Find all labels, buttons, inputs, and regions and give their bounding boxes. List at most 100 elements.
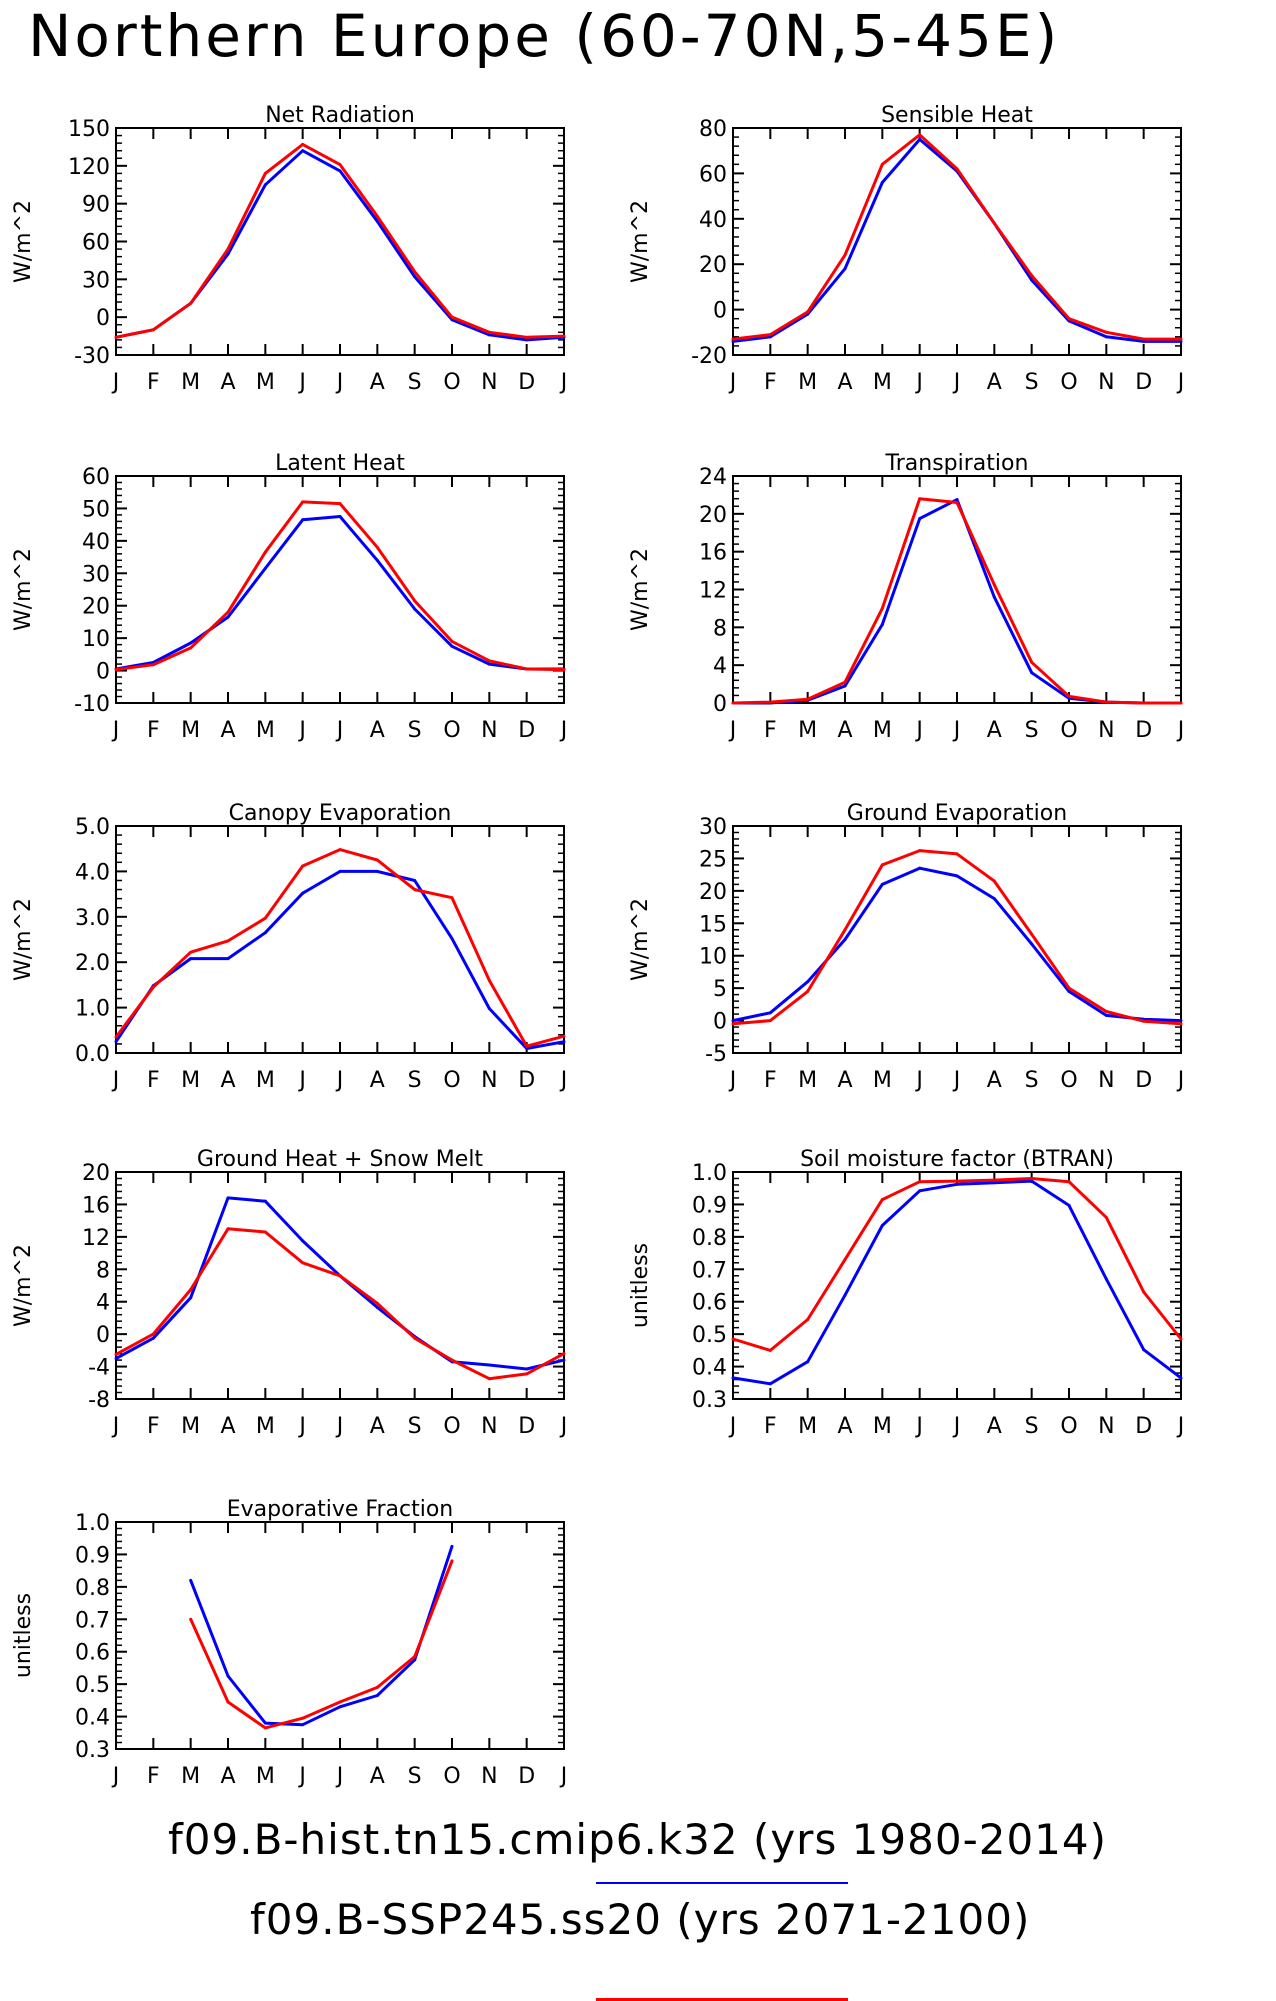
- data-point: [114, 1356, 118, 1360]
- x-tick-label: J: [559, 1068, 568, 1093]
- data-point: [375, 858, 379, 862]
- data-point: [880, 1224, 884, 1228]
- x-tick-label: J: [952, 370, 961, 395]
- legend-label-ssp245: f09.B-SSP245.ss20 (yrs 2071-2100): [250, 1895, 1031, 1944]
- x-tick-label: N: [1098, 370, 1114, 395]
- data-point: [263, 916, 267, 920]
- x-tick-label: F: [764, 370, 777, 395]
- data-point: [955, 874, 959, 878]
- data-point: [450, 1358, 454, 1362]
- data-point: [918, 866, 922, 870]
- y-tick-label: 0.9: [692, 1193, 727, 1218]
- y-tick-label: 4.0: [75, 860, 110, 885]
- data-point: [1179, 1376, 1183, 1380]
- y-tick-label: 0: [713, 692, 727, 717]
- data-point: [1179, 339, 1183, 343]
- x-tick-label: O: [1060, 1414, 1077, 1439]
- data-point: [806, 310, 810, 314]
- y-tick-label: 0.4: [75, 1706, 110, 1731]
- x-tick-label: J: [559, 370, 568, 395]
- data-point: [843, 253, 847, 257]
- x-tick-label: N: [481, 1414, 497, 1439]
- y-axis-label: W/m^2: [11, 548, 36, 631]
- data-point: [1142, 337, 1146, 341]
- data-point: [918, 497, 922, 501]
- data-point: [955, 852, 959, 856]
- data-point: [880, 1198, 884, 1202]
- x-tick-label: F: [147, 1414, 160, 1439]
- data-point: [992, 1181, 996, 1185]
- x-tick-label: J: [952, 1068, 961, 1093]
- data-point: [768, 1382, 772, 1386]
- x-tick-label: M: [873, 1068, 892, 1093]
- y-tick-label: 4: [713, 654, 727, 679]
- y-tick-label: -10: [74, 692, 110, 717]
- x-tick-label: S: [408, 370, 422, 395]
- data-point: [1030, 671, 1034, 675]
- chart-soil-moisture-factor-btran: Soil moisture factor (BTRAN) unitless 0.3 0…: [628, 1147, 1184, 1439]
- plot-frame: [732, 825, 1182, 1054]
- data-point: [525, 338, 529, 342]
- data-point: [375, 1685, 379, 1689]
- data-point: [226, 615, 230, 619]
- y-tick-label: 50: [82, 497, 110, 522]
- x-tick-label: A: [987, 370, 1002, 395]
- x-tick-label: A: [220, 1068, 235, 1093]
- data-point: [375, 219, 379, 223]
- data-point: [263, 171, 267, 175]
- y-tick-label: 8: [96, 1258, 110, 1283]
- x-tick-label: J: [335, 1764, 344, 1789]
- data-point: [450, 937, 454, 941]
- y-tick-label: 0.7: [75, 1608, 110, 1633]
- data-point: [918, 1180, 922, 1184]
- series-line-hist: [115, 149, 565, 342]
- data-point: [768, 1011, 772, 1015]
- x-tick-label: S: [1025, 1068, 1039, 1093]
- y-tick-label: 150: [68, 117, 110, 142]
- chart-title: Ground Evaporation: [847, 801, 1067, 826]
- x-tick-label: D: [518, 1764, 535, 1789]
- y-axis-label: W/m^2: [628, 898, 653, 981]
- x-tick-label: F: [147, 1764, 160, 1789]
- data-point: [338, 869, 342, 873]
- x-tick-label: M: [181, 370, 200, 395]
- y-tick-label: 0.3: [692, 1388, 727, 1413]
- data-point: [226, 1674, 230, 1678]
- data-point: [301, 142, 305, 146]
- x-tick-label: J: [297, 1068, 306, 1093]
- x-tick-label: M: [798, 1068, 817, 1093]
- data-point: [1067, 694, 1071, 698]
- x-tick-label: D: [518, 1414, 535, 1439]
- x-tick-label: O: [443, 1764, 460, 1789]
- data-point: [525, 1372, 529, 1376]
- data-point: [375, 869, 379, 873]
- y-tick-label: 0.5: [75, 1673, 110, 1698]
- x-tick-label: M: [256, 1414, 275, 1439]
- y-tick-label: 0.5: [692, 1323, 727, 1348]
- y-tick-label: 0.8: [692, 1226, 727, 1251]
- y-tick-label: 12: [82, 1226, 110, 1251]
- data-point: [226, 939, 230, 943]
- data-point: [263, 1199, 267, 1203]
- data-point: [151, 985, 155, 989]
- y-tick-label: 24: [699, 465, 727, 490]
- data-point: [992, 897, 996, 901]
- y-tick-label: 1.0: [75, 1511, 110, 1536]
- plot-frame: [115, 475, 565, 704]
- x-tick-label: S: [1025, 1414, 1039, 1439]
- x-tick-label: J: [111, 718, 120, 743]
- data-point: [843, 267, 847, 271]
- x-tick-label: J: [559, 1764, 568, 1789]
- data-point: [918, 849, 922, 853]
- data-point: [1067, 317, 1071, 321]
- x-tick-label: A: [837, 1068, 852, 1093]
- data-point: [1067, 1203, 1071, 1207]
- series-line-hist: [733, 498, 1181, 705]
- y-tick-label: 120: [68, 155, 110, 180]
- x-tick-label: A: [987, 1414, 1002, 1439]
- x-tick-label: A: [370, 1414, 385, 1439]
- data-point: [263, 1721, 267, 1725]
- y-tick-label: 0.3: [75, 1738, 110, 1763]
